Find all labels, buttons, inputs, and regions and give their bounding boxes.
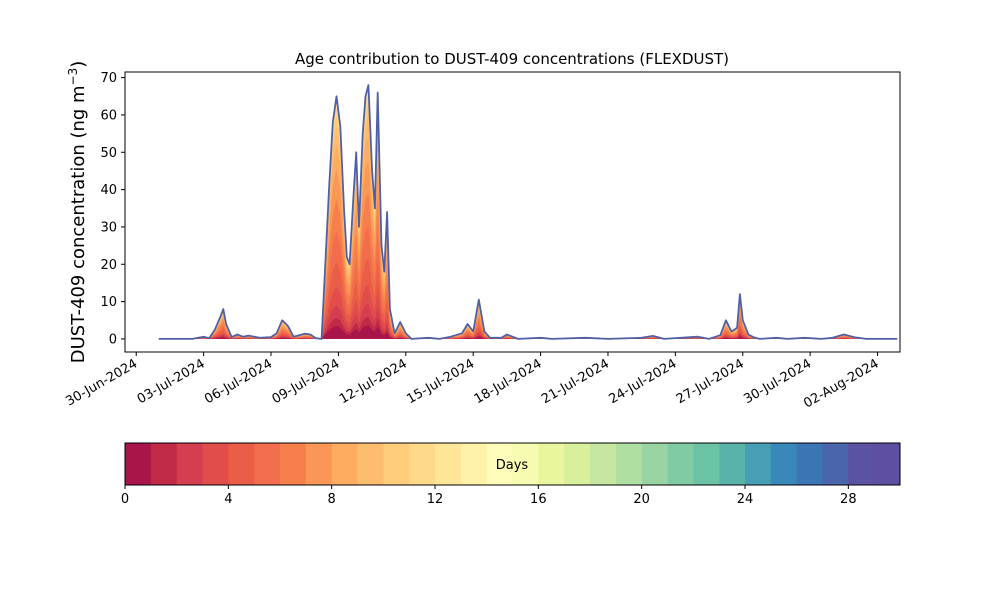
colorbar-cell (228, 443, 255, 485)
colorbar-cell (409, 443, 436, 485)
colorbar-tick-label: 12 (427, 492, 444, 507)
colorbar-cell (512, 443, 539, 485)
colorbar-cell (538, 443, 565, 485)
colorbar-tick-label: 24 (737, 492, 754, 507)
colorbar-cell (745, 443, 772, 485)
age-band-area (158, 325, 898, 339)
y-tick-label: 70 (100, 71, 117, 86)
colorbar-cell (822, 443, 849, 485)
colorbar-cell (125, 443, 152, 485)
colorbar-tick-label: 20 (633, 492, 650, 507)
colorbar-tick-label: 16 (530, 492, 547, 507)
y-tick-label: 30 (100, 220, 117, 235)
y-axis-label-close: ) (68, 61, 89, 68)
y-tick-label: 20 (100, 258, 117, 273)
colorbar-cell (150, 443, 178, 485)
colorbar-tick-label: 8 (328, 492, 336, 507)
y-axis: 0 10 20 30 40 50 60 70 (100, 71, 125, 347)
colorbar-cell (280, 443, 307, 485)
colorbar-ticks: 0 4 8 12 16 20 24 28 (121, 485, 857, 507)
colorbar-cell (486, 443, 513, 485)
colorbar-cell (693, 443, 720, 485)
plot-area (158, 85, 898, 339)
colorbar-cell (435, 443, 462, 485)
age-bands (158, 85, 898, 339)
colorbar-tick-label: 28 (840, 492, 857, 507)
colorbar-cell (615, 443, 643, 485)
colorbar-cell (848, 443, 875, 485)
colorbar-label: Days (496, 458, 529, 473)
colorbar-cell (383, 443, 410, 485)
colorbar-cell (460, 443, 488, 485)
colorbar-cell (641, 443, 668, 485)
colorbar-tick-label: 4 (224, 492, 232, 507)
colorbar-cell (770, 443, 798, 485)
total-concentration-line (158, 84, 898, 340)
colorbar-cell (254, 443, 281, 485)
y-axis-label-main: DUST-409 concentration (ng m (68, 85, 89, 363)
colorbar-cell (874, 443, 901, 485)
colorbar-cells (125, 443, 901, 485)
y-tick-label: 40 (100, 183, 117, 198)
chart-title: Age contribution to DUST-409 concentrati… (295, 50, 729, 68)
colorbar-cell (564, 443, 591, 485)
colorbar-cell (357, 443, 384, 485)
colorbar-frame (124, 442, 901, 486)
y-tick-label: 0 (109, 332, 117, 347)
plot-frame (124, 71, 901, 353)
y-tick-label: 50 (100, 146, 117, 161)
colorbar-cell (331, 443, 358, 485)
colorbar-tick-label: 0 (121, 492, 129, 507)
y-axis-label: DUST-409 concentration (ng m−3) (66, 61, 89, 364)
colorbar-cell (305, 443, 333, 485)
colorbar-cell (202, 443, 229, 485)
colorbar-cell (176, 443, 203, 485)
y-axis-label-exponent: −3 (66, 68, 80, 86)
colorbar-cell (719, 443, 746, 485)
colorbar: Days 0 4 8 12 16 20 24 28 (121, 442, 901, 507)
colorbar-cell (667, 443, 694, 485)
y-tick-label: 10 (100, 295, 117, 310)
colorbar-cell (590, 443, 617, 485)
colorbar-cell (796, 443, 823, 485)
y-tick-label: 60 (100, 108, 117, 123)
